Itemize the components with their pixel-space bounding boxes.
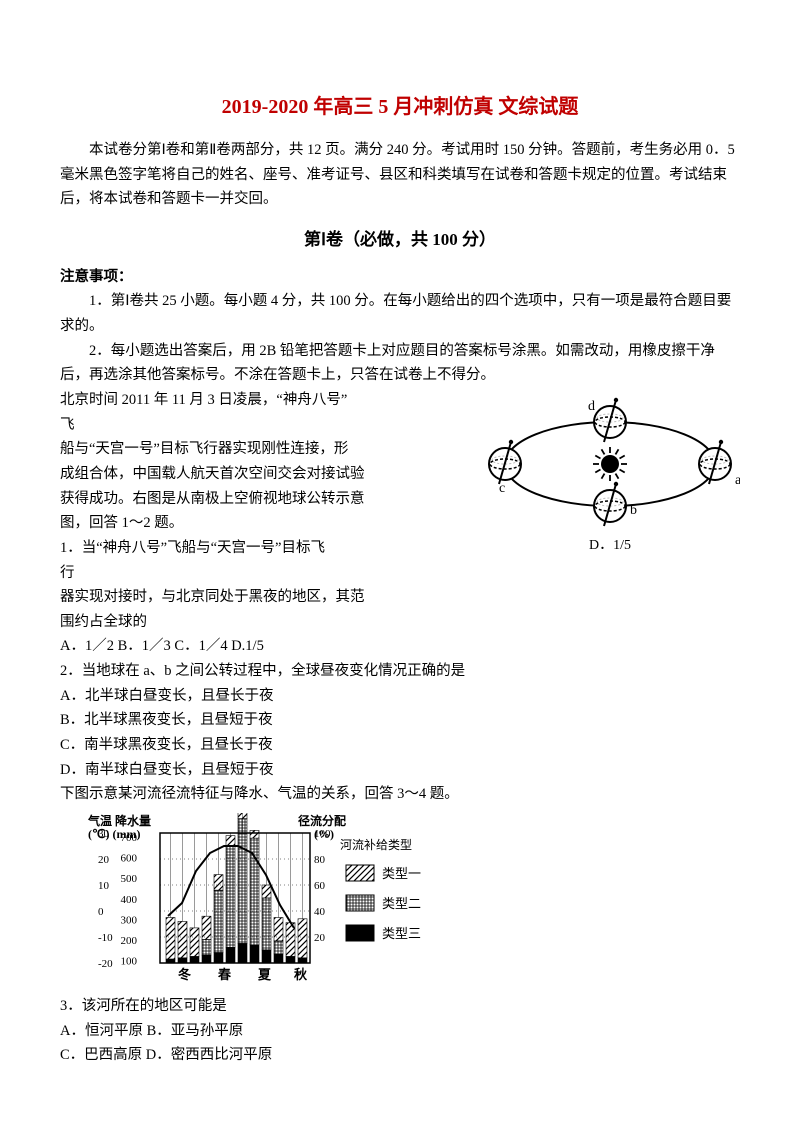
svg-text:径流分配: 径流分配 [298, 813, 346, 828]
svg-text:春: 春 [217, 967, 232, 982]
notice-item-2: 2．每小题选出答案后，用 2B 铅笔把答题卡上对应题目的答案标号涂黑。如需改动，… [60, 339, 740, 388]
svg-text:500: 500 [121, 873, 138, 885]
section-1-heading: 第Ⅰ卷（必做，共 100 分） [60, 226, 740, 255]
q1-line: 器实现对接时，与北京同处于黑夜的地区，其范 [60, 585, 740, 610]
svg-text:400: 400 [121, 894, 138, 906]
orbit-diagram: a b c d D．1/5 [480, 392, 740, 558]
q2-option-c: C．南半球黑夜变长，且昼长于夜 [60, 733, 740, 758]
intro-paragraph: 本试卷分第Ⅰ卷和第Ⅱ卷两部分，共 12 页。满分 240 分。考试用时 150 … [60, 138, 740, 212]
river-svg: 气温 降水量(℃) (mm)径流分配(%)3020100-10-20700600… [80, 813, 470, 988]
svg-text:a: a [735, 473, 740, 488]
svg-text:60: 60 [314, 880, 326, 892]
svg-text:b: b [630, 503, 637, 518]
q2-option-a: A．北半球白昼变长，且昼长于夜 [60, 684, 740, 709]
svg-text:-20: -20 [98, 958, 113, 970]
svg-text:-10: -10 [98, 932, 113, 944]
svg-text:10: 10 [98, 880, 110, 892]
q1-line: 围约占全球的 [60, 610, 740, 635]
q1-line: 行 [60, 561, 740, 586]
svg-text:20: 20 [314, 932, 326, 944]
svg-text:600: 600 [121, 852, 138, 864]
notice-label: 注意事项： [60, 265, 740, 290]
q2-stem: 2．当地球在 a、b 之间公转过程中，全球昼夜变化情况正确的是 [60, 659, 740, 684]
q3-stem: 3．该河所在的地区可能是 [60, 994, 740, 1019]
svg-text:100: 100 [121, 955, 138, 967]
q3-options-line-2: C．巴西高原 D．密西西比河平原 [60, 1043, 740, 1068]
q2-option-b: B．北半球黑夜变长，且昼短于夜 [60, 708, 740, 733]
page: 2019-2020 年高三 5 月冲刺仿真 文综试题 本试卷分第Ⅰ卷和第Ⅱ卷两部… [0, 0, 800, 1132]
svg-text:秋: 秋 [294, 967, 308, 982]
stem-3: 下图示意某河流径流特征与降水、气温的关系，回答 3～4 题。 [60, 782, 740, 807]
svg-text:40: 40 [314, 906, 326, 918]
svg-text:200: 200 [121, 935, 138, 947]
svg-text:0: 0 [98, 906, 104, 918]
exam-title: 2019-2020 年高三 5 月冲刺仿真 文综试题 [60, 90, 740, 124]
notice-item-1: 1．第Ⅰ卷共 25 小题。每小题 4 分，共 100 分。在每小题给出的四个选项… [60, 289, 740, 338]
q1-options: A．1／2 B．1／3 C．1／4 D.1/5 [60, 634, 740, 659]
orbit-caption: D．1/5 [480, 534, 740, 558]
svg-text:d: d [588, 399, 595, 414]
q2-option-d: D．南半球白昼变长，且昼短于夜 [60, 758, 740, 783]
q3-options-line-1: A．恒河平原 B．亚马孙平原 [60, 1019, 740, 1044]
svg-text:80: 80 [314, 854, 326, 866]
svg-text:冬: 冬 [178, 967, 191, 982]
svg-text:类型三: 类型三 [382, 926, 421, 941]
svg-text:c: c [499, 481, 505, 496]
svg-text:100: 100 [314, 828, 331, 840]
svg-text:700: 700 [121, 832, 138, 844]
svg-text:20: 20 [98, 854, 110, 866]
svg-text:30: 30 [98, 828, 110, 840]
svg-text:类型二: 类型二 [382, 896, 421, 911]
svg-text:类型一: 类型一 [382, 866, 421, 881]
svg-text:河流补给类型: 河流补给类型 [340, 838, 412, 852]
svg-text:气温 降水量: 气温 降水量 [87, 813, 151, 828]
svg-text:夏: 夏 [257, 967, 272, 982]
svg-text:300: 300 [121, 914, 138, 926]
river-chart: 气温 降水量(℃) (mm)径流分配(%)3020100-10-20700600… [80, 813, 740, 988]
orbit-svg: a b c d [480, 392, 740, 532]
